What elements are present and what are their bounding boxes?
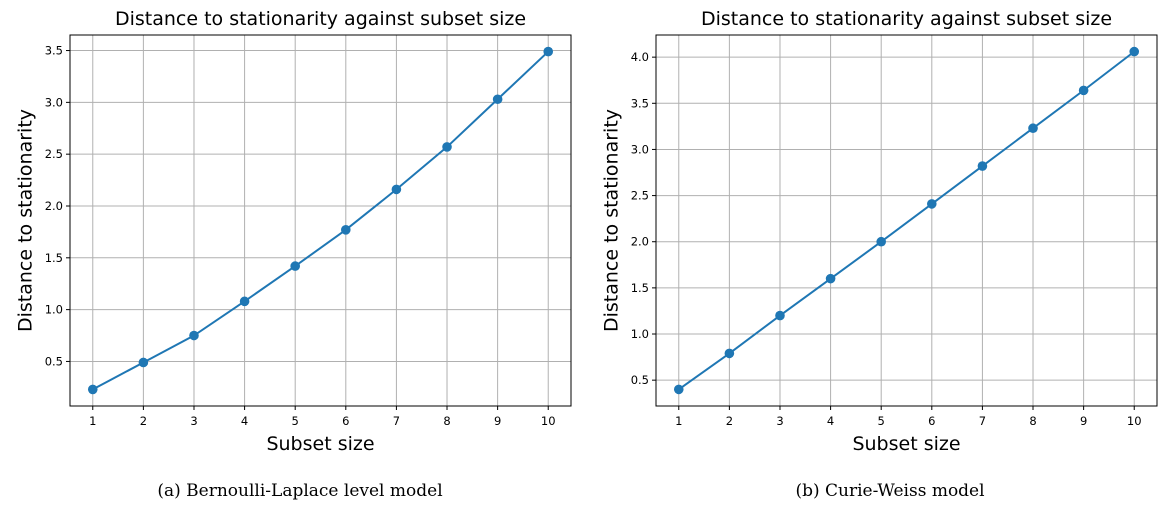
data-point: [724, 348, 735, 359]
data-point: [825, 273, 836, 284]
x-tick-label: 5: [292, 414, 299, 428]
x-tick-label: 2: [140, 414, 147, 428]
figure-caption: (b) Curie-Weiss model: [795, 481, 984, 501]
plot-frame: [655, 34, 1158, 407]
y-tick-label: 2.5: [631, 189, 649, 203]
data-point: [1129, 46, 1140, 57]
y-axis-label: Distance to stationarity: [15, 109, 37, 332]
data-point: [189, 330, 199, 341]
x-tick-label: 6: [928, 414, 935, 428]
x-tick-label: 10: [541, 414, 556, 428]
data-point: [290, 261, 300, 271]
data-point: [239, 296, 250, 307]
grid-lines: [70, 35, 571, 406]
x-tick-label: 3: [190, 414, 197, 428]
y-tick-label: 0.5: [45, 354, 63, 368]
y-tick-label: 0.5: [631, 373, 649, 387]
y-tick-label: 1.0: [631, 327, 649, 341]
y-tick-label: 3.0: [631, 142, 649, 156]
x-tick-label: 4: [827, 414, 834, 428]
chart-title: Distance to stationarity against subset …: [115, 8, 526, 30]
x-tick-label: 9: [1080, 414, 1087, 428]
chart-panel-b: Distance to stationarity against subset …: [601, 8, 1158, 501]
data-point: [442, 142, 452, 152]
data-point: [87, 384, 98, 395]
x-axis-label: Subset size: [852, 433, 960, 455]
x-tick-label: 7: [979, 414, 986, 428]
x-axis-label: Subset size: [266, 433, 374, 455]
x-tick-label: 8: [1029, 414, 1036, 428]
data-point: [876, 236, 886, 247]
x-tick-label: 1: [89, 414, 96, 428]
y-tick-label: 2.5: [45, 147, 63, 161]
x-tick-label: 1: [675, 414, 682, 428]
data-point: [138, 357, 149, 368]
y-tick-label: 3.5: [45, 44, 63, 58]
y-tick-label: 3.0: [45, 95, 63, 109]
data-point: [391, 184, 402, 195]
series-line: [678, 50, 1135, 391]
x-tick-label: 5: [878, 414, 885, 428]
data-point: [1078, 85, 1089, 96]
data-point: [492, 94, 503, 105]
data-point: [341, 225, 351, 235]
x-tick-label: 3: [776, 414, 783, 428]
x-tick-label: 2: [726, 414, 733, 428]
y-tick-label: 1.5: [631, 281, 649, 295]
plot-frame: [69, 34, 572, 407]
figure-caption: (a) Bernoulli-Laplace level model: [157, 481, 442, 501]
chart-title: Distance to stationarity against subset …: [701, 8, 1112, 30]
grid-lines: [656, 35, 1157, 406]
x-tick-label: 6: [342, 414, 349, 428]
data-point: [927, 199, 937, 209]
data-point: [775, 310, 785, 321]
data-point: [1028, 123, 1038, 134]
x-tick-label: 7: [393, 414, 400, 428]
y-axis-label: Distance to stationarity: [601, 109, 623, 332]
y-tick-label: 4.0: [631, 50, 649, 64]
data-point: [673, 384, 684, 395]
x-tick-label: 9: [494, 414, 501, 428]
x-tick-label: 10: [1127, 414, 1142, 428]
y-tick-label: 2.0: [631, 235, 649, 249]
y-tick-label: 1.0: [45, 303, 63, 317]
y-tick-label: 1.5: [45, 251, 63, 265]
data-point: [977, 161, 988, 171]
x-tick-label: 4: [241, 414, 248, 428]
x-tick-label: 8: [443, 414, 450, 428]
y-tick-label: 2.0: [45, 199, 63, 213]
y-tick-label: 3.5: [631, 96, 649, 110]
series-line: [92, 50, 549, 391]
data-point: [543, 46, 554, 57]
chart-panel-a: Distance to stationarity against subset …: [15, 8, 572, 501]
